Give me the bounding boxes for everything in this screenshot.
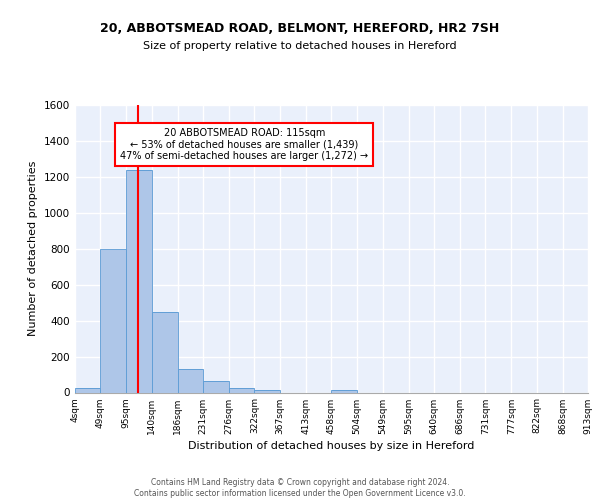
Bar — [203, 381, 229, 392]
Text: 20 ABBOTSMEAD ROAD: 115sqm
← 53% of detached houses are smaller (1,439)
47% of s: 20 ABBOTSMEAD ROAD: 115sqm ← 53% of deta… — [120, 128, 368, 161]
Bar — [203, 381, 229, 392]
Bar — [127, 170, 152, 392]
Text: Size of property relative to detached houses in Hereford: Size of property relative to detached ho… — [143, 41, 457, 51]
Bar — [152, 312, 178, 392]
Bar — [127, 170, 152, 392]
Bar — [100, 249, 127, 392]
Bar — [254, 390, 280, 392]
X-axis label: Distribution of detached houses by size in Hereford: Distribution of detached houses by size … — [188, 440, 475, 450]
Bar — [229, 388, 254, 392]
Bar — [178, 369, 203, 392]
Text: Contains HM Land Registry data © Crown copyright and database right 2024.
Contai: Contains HM Land Registry data © Crown c… — [134, 478, 466, 498]
Bar — [331, 390, 357, 392]
Bar — [254, 390, 280, 392]
Bar — [229, 388, 254, 392]
Bar — [75, 388, 100, 392]
Y-axis label: Number of detached properties: Number of detached properties — [28, 161, 38, 336]
Bar — [100, 249, 127, 392]
Bar — [152, 312, 178, 392]
Text: 20, ABBOTSMEAD ROAD, BELMONT, HEREFORD, HR2 7SH: 20, ABBOTSMEAD ROAD, BELMONT, HEREFORD, … — [100, 22, 500, 36]
Bar — [178, 369, 203, 392]
Bar — [331, 390, 357, 392]
Bar — [75, 388, 100, 392]
